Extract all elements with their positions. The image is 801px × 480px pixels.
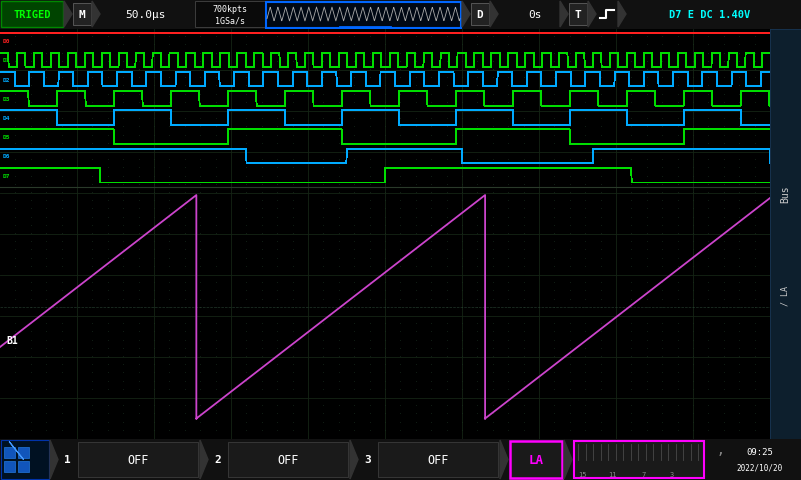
- Bar: [18, 447, 29, 458]
- Polygon shape: [490, 2, 498, 28]
- Text: 1: 1: [63, 455, 70, 465]
- Text: B1: B1: [6, 335, 18, 345]
- Bar: [266, 3, 461, 29]
- Polygon shape: [588, 2, 596, 28]
- Text: D: D: [477, 10, 483, 20]
- Bar: [195, 2, 265, 28]
- Polygon shape: [618, 2, 626, 28]
- Bar: [1, 440, 49, 479]
- Text: D6: D6: [3, 154, 10, 159]
- Polygon shape: [564, 440, 572, 479]
- Polygon shape: [462, 2, 470, 28]
- Text: D4: D4: [3, 116, 10, 121]
- Polygon shape: [500, 440, 508, 479]
- Text: 3: 3: [364, 455, 372, 465]
- Text: 15: 15: [578, 471, 586, 477]
- Text: / LA: / LA: [781, 286, 790, 306]
- Text: OFF: OFF: [427, 453, 449, 466]
- Text: OFF: OFF: [277, 453, 299, 466]
- Text: 09:25: 09:25: [747, 447, 774, 456]
- Text: 2: 2: [215, 455, 221, 465]
- Text: D7: D7: [3, 173, 10, 178]
- Text: Bus: Bus: [780, 185, 791, 203]
- Text: 0s: 0s: [528, 10, 541, 20]
- Text: 3: 3: [670, 471, 674, 477]
- Polygon shape: [64, 2, 72, 28]
- Text: 2022/10/20: 2022/10/20: [737, 463, 783, 472]
- Bar: [73, 4, 91, 26]
- Text: D7 E DC 1.40V: D7 E DC 1.40V: [670, 10, 751, 20]
- Bar: [471, 4, 489, 26]
- Bar: [18, 461, 29, 472]
- Text: D2: D2: [3, 77, 10, 83]
- Polygon shape: [560, 2, 568, 28]
- Bar: [1, 2, 63, 28]
- Text: 1GSa/s: 1GSa/s: [215, 16, 245, 25]
- Text: 50.0μs: 50.0μs: [125, 10, 165, 20]
- Bar: [78, 442, 198, 477]
- Polygon shape: [92, 2, 100, 28]
- Text: M: M: [78, 10, 86, 20]
- Polygon shape: [50, 440, 58, 479]
- Text: LA: LA: [529, 453, 544, 466]
- Bar: [510, 441, 562, 478]
- Bar: [378, 442, 498, 477]
- Bar: [574, 441, 704, 478]
- Text: ’: ’: [718, 451, 723, 468]
- Text: OFF: OFF: [127, 453, 149, 466]
- Bar: [569, 4, 587, 26]
- Bar: [4, 447, 15, 458]
- Polygon shape: [200, 440, 208, 479]
- Text: D3: D3: [3, 96, 10, 102]
- Text: D0: D0: [3, 39, 10, 44]
- Text: 700kpts: 700kpts: [212, 4, 248, 13]
- Text: TRIGED: TRIGED: [14, 10, 50, 20]
- Text: D5: D5: [3, 135, 10, 140]
- Text: 11: 11: [608, 471, 617, 477]
- Polygon shape: [350, 440, 358, 479]
- Text: T: T: [574, 10, 582, 20]
- Bar: [228, 442, 348, 477]
- Text: D1: D1: [3, 58, 10, 63]
- Text: 7: 7: [641, 471, 646, 477]
- Bar: [4, 461, 15, 472]
